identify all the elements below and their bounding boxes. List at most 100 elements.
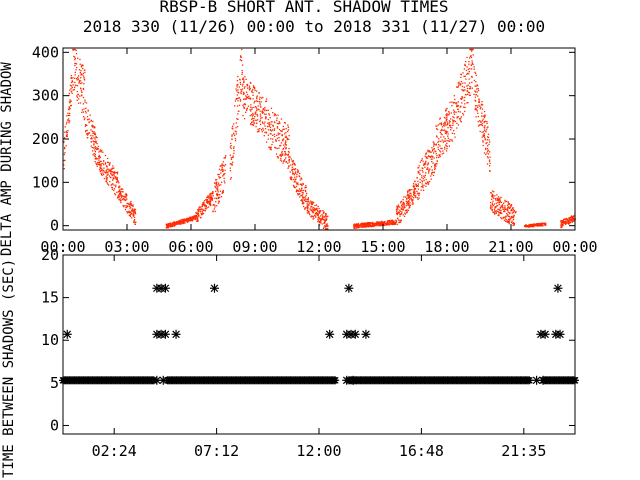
- top-data-point: [393, 221, 395, 224]
- top-data-point: [224, 182, 226, 184]
- top-data-point: [317, 220, 320, 222]
- top-data-point: [243, 81, 245, 83]
- top-data-point: [370, 226, 372, 228]
- top-data-point: [292, 161, 294, 163]
- top-data-point: [508, 218, 510, 220]
- top-data-point: [312, 209, 315, 211]
- top-data-point: [90, 129, 92, 131]
- top-data-point: [440, 140, 442, 143]
- top-data-point: [408, 190, 411, 192]
- top-data-point: [492, 200, 494, 202]
- top-data-point: [70, 81, 73, 84]
- top-data-point: [231, 135, 233, 137]
- top-data-point: [424, 166, 426, 168]
- top-data-point: [222, 168, 224, 171]
- top-data-point: [287, 153, 290, 155]
- top-data-point: [494, 195, 496, 197]
- top-data-point: [243, 79, 245, 81]
- top-data-point: [246, 83, 248, 86]
- top-data-point: [425, 153, 427, 155]
- top-data-point: [71, 85, 73, 87]
- top-data-point: [116, 197, 119, 199]
- top-data-point: [281, 154, 283, 156]
- top-data-point: [475, 72, 477, 75]
- top-data-point: [301, 178, 303, 180]
- top-data-point: [491, 202, 493, 204]
- top-data-point: [306, 192, 308, 195]
- top-data-point: [451, 139, 453, 141]
- top-data-point: [255, 106, 257, 108]
- top-data-point: [412, 203, 414, 205]
- bottom-data-point: [331, 376, 340, 385]
- top-data-point: [316, 208, 318, 211]
- top-data-point: [174, 222, 176, 224]
- top-data-point: [435, 165, 437, 167]
- top-data-point: [408, 207, 410, 209]
- top-data-point: [278, 137, 280, 139]
- top-data-point: [442, 141, 444, 143]
- top-data-point: [241, 64, 244, 66]
- top-data-point: [129, 203, 131, 205]
- top-data-point: [454, 120, 456, 123]
- top-data-point: [417, 192, 419, 194]
- top-data-point: [445, 109, 447, 112]
- top-data-point: [284, 151, 286, 153]
- top-data-point: [297, 193, 299, 195]
- top-data-point: [409, 202, 411, 204]
- top-data-point: [69, 112, 71, 115]
- top-data-point: [561, 226, 563, 228]
- top-x-tick-label: 18:00: [424, 238, 469, 256]
- top-data-point: [463, 106, 465, 108]
- top-data-point: [288, 138, 290, 140]
- top-data-point: [525, 224, 527, 226]
- top-data-point: [223, 177, 225, 180]
- top-data-point: [503, 208, 505, 210]
- top-data-point: [433, 148, 435, 150]
- top-data-point: [451, 127, 453, 129]
- top-data-point: [259, 102, 261, 104]
- top-data-point: [414, 192, 416, 195]
- top-data-point: [222, 161, 224, 163]
- top-data-point: [83, 118, 86, 121]
- top-data-point: [417, 170, 419, 173]
- top-data-point: [197, 209, 200, 211]
- top-data-point: [528, 226, 530, 228]
- top-data-point: [249, 97, 252, 99]
- top-data-point: [450, 112, 452, 114]
- top-data-point: [306, 206, 308, 208]
- top-data-point: [126, 205, 128, 207]
- top-data-point: [457, 116, 460, 118]
- top-data-point: [105, 172, 107, 174]
- top-data-point: [481, 131, 483, 133]
- bottom-data-point: [538, 375, 548, 385]
- top-data-point: [234, 134, 236, 137]
- top-data-point: [497, 201, 499, 204]
- top-data-point: [427, 168, 429, 170]
- top-data-point: [100, 169, 103, 171]
- top-data-point: [215, 182, 218, 185]
- bottom-y-tick-label: 5: [50, 374, 59, 392]
- top-data-point: [534, 224, 537, 226]
- top-data-point: [92, 140, 94, 142]
- top-data-point: [444, 130, 447, 132]
- top-data-point: [69, 108, 71, 110]
- top-data-point: [131, 204, 133, 206]
- top-data-point: [246, 93, 249, 96]
- top-data-point: [438, 138, 440, 140]
- top-data-point: [439, 156, 441, 158]
- top-data-point: [305, 198, 307, 200]
- top-data-point: [171, 224, 174, 227]
- top-data-point: [231, 134, 233, 136]
- top-data-point: [231, 163, 233, 165]
- top-data-point: [400, 202, 402, 204]
- top-data-point: [482, 135, 485, 137]
- top-data-point: [448, 112, 450, 114]
- top-data-point: [289, 156, 291, 158]
- top-data-point: [424, 162, 427, 164]
- top-data-point: [178, 223, 180, 225]
- top-data-point: [197, 215, 199, 217]
- top-data-point: [464, 63, 466, 66]
- top-data-point: [457, 105, 460, 107]
- top-data-point: [440, 136, 442, 138]
- top-data-point: [451, 101, 453, 103]
